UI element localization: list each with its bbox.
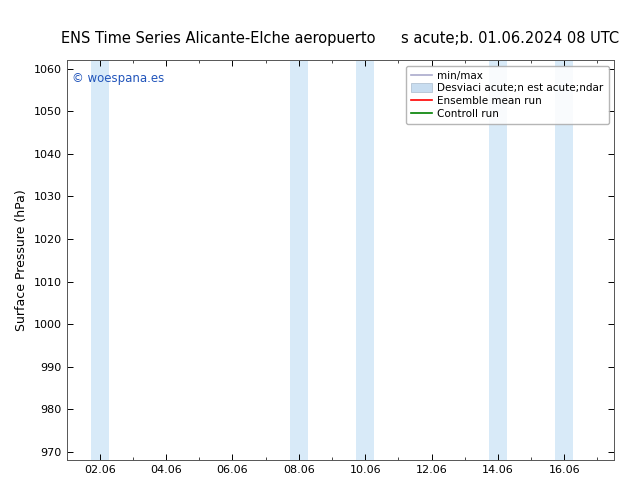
Legend: min/max, Desviaci acute;n est acute;ndar, Ensemble mean run, Controll run: min/max, Desviaci acute;n est acute;ndar…	[406, 66, 609, 124]
Bar	[290, 60, 308, 460]
Bar	[91, 60, 109, 460]
Bar	[489, 60, 507, 460]
Text: ENS Time Series Alicante-Elche aeropuerto: ENS Time Series Alicante-Elche aeropuert…	[61, 31, 375, 47]
Y-axis label: Surface Pressure (hPa): Surface Pressure (hPa)	[15, 189, 28, 331]
Bar	[555, 60, 573, 460]
Text: © woespana.es: © woespana.es	[72, 73, 164, 85]
Bar	[356, 60, 374, 460]
Text: s acute;b. 01.06.2024 08 UTC: s acute;b. 01.06.2024 08 UTC	[401, 31, 619, 47]
